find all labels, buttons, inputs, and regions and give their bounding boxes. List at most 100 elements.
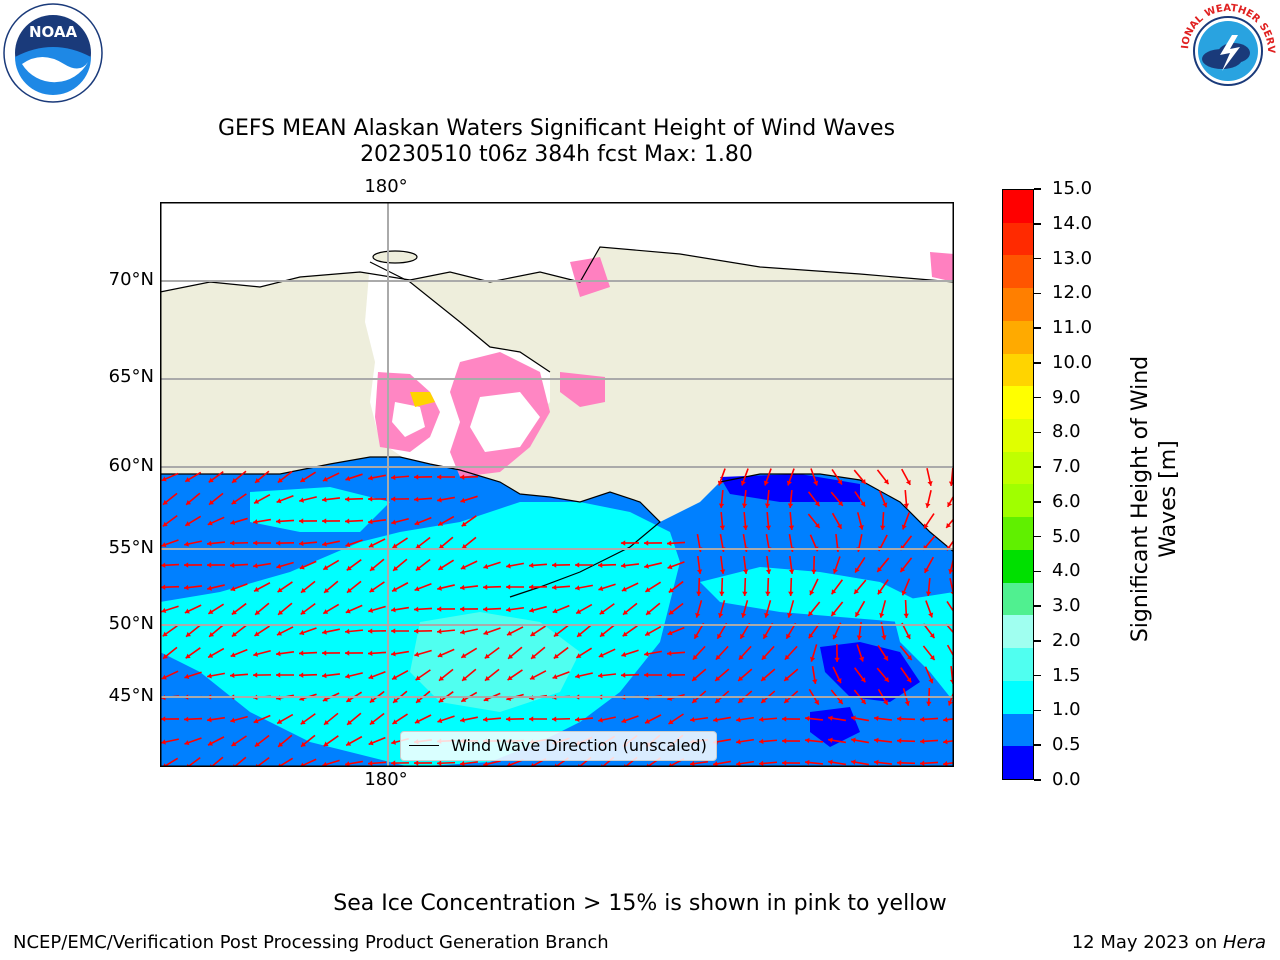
wind-arrow-head xyxy=(437,474,442,480)
wind-arrow-head xyxy=(300,477,306,482)
wind-arrow-head xyxy=(460,629,465,635)
wind-arrow-head xyxy=(207,717,212,723)
wind-arrow-head xyxy=(553,653,559,659)
wind-arrow-head xyxy=(299,564,305,570)
wind-arrow-head xyxy=(529,607,535,613)
wind-arrow-head xyxy=(414,651,420,657)
wind-arrow-head xyxy=(713,761,718,767)
wind-arrow-head xyxy=(667,540,672,546)
wind-arrow-head xyxy=(230,652,236,658)
wind-arrow-head xyxy=(715,676,721,681)
wind-arrow-head xyxy=(715,654,721,660)
wind-arrow-head xyxy=(370,565,376,571)
wind-arrow-head xyxy=(506,630,512,636)
wind-arrow-head xyxy=(345,650,350,656)
wind-arrow-head xyxy=(460,474,465,480)
wind-arrow-head xyxy=(837,699,843,704)
colorbar-band xyxy=(1003,549,1033,583)
wind-arrow-head xyxy=(414,760,419,766)
wind-arrow-head xyxy=(644,718,650,724)
wind-arrow-head xyxy=(414,718,420,724)
wind-arrow-head xyxy=(254,741,260,747)
wave-region-1p5-2 xyxy=(410,612,580,712)
wind-arrow-head xyxy=(860,699,866,705)
wind-arrow-head xyxy=(906,677,912,683)
graticule xyxy=(160,202,954,767)
colorbar-tick-label: 13.0 xyxy=(1052,247,1093,269)
wind-arrow-head xyxy=(598,562,603,568)
wind-arrow-head xyxy=(162,631,168,637)
colorbar-tick-mark xyxy=(1034,605,1041,607)
colorbar xyxy=(1002,189,1034,780)
wind-arrow-head xyxy=(391,496,396,502)
wind-arrow-head xyxy=(903,613,909,618)
wind-arrow-head xyxy=(207,585,212,591)
colorbar-title-line-2: Waves [m] xyxy=(1156,440,1181,558)
wind-arrow-head xyxy=(742,591,748,596)
wind-arrow-head xyxy=(900,567,906,573)
wind-arrow-head xyxy=(345,608,351,614)
wind-arrow-head xyxy=(439,544,445,549)
wind-arrow-head xyxy=(929,655,935,661)
lon-label-top: 180° xyxy=(364,176,408,197)
wind-arrow-head xyxy=(763,480,769,486)
lat-label-60: 60°N xyxy=(108,455,154,476)
wind-arrow-head xyxy=(207,740,213,746)
wind-arrow-head xyxy=(255,478,261,483)
wind-arrow-head xyxy=(925,591,932,596)
colorbar-tick-label: 15.0 xyxy=(1052,178,1093,199)
wind-arrow-head xyxy=(484,675,490,681)
wind-arrow-head xyxy=(322,672,327,679)
wind-arrow-head xyxy=(903,503,910,508)
wind-arrow-head xyxy=(854,588,859,594)
wind-arrow-head xyxy=(391,519,397,525)
colorbar-band xyxy=(1003,353,1033,387)
wind-arrow-head xyxy=(929,633,935,639)
wind-arrow-head xyxy=(300,587,306,593)
wind-arrow-head xyxy=(529,584,534,590)
wind-arrow-head xyxy=(621,562,626,569)
wind-arrow-head xyxy=(346,565,352,571)
wind-arrow-head xyxy=(506,563,511,569)
wind-arrow-head xyxy=(943,739,948,745)
colorbar-tick-label: 3.0 xyxy=(1052,595,1081,617)
wind-arrow-head xyxy=(905,479,911,485)
wind-arrow-head xyxy=(575,562,580,568)
wind-arrow-head xyxy=(253,563,258,569)
wind-arrow-head xyxy=(253,540,258,546)
wind-arrow-head xyxy=(877,566,883,572)
wind-arrow-head xyxy=(837,523,842,529)
colorbar-tick-mark xyxy=(1034,709,1041,712)
wind-arrow-head xyxy=(414,586,420,592)
wind-arrow-head xyxy=(254,586,260,592)
wind-arrow-head xyxy=(812,679,818,684)
wind-arrow-head xyxy=(531,653,537,659)
wind-arrow-head xyxy=(230,586,236,592)
wind-arrow-head xyxy=(905,634,911,640)
wind-arrow-head xyxy=(946,522,952,528)
wind-arrow-head xyxy=(300,741,306,747)
colorbar-tick-mark xyxy=(1034,396,1041,399)
wind-arrow-head xyxy=(860,478,866,484)
wind-arrow-head xyxy=(694,633,699,639)
wind-arrow-head xyxy=(161,739,166,745)
wind-arrow-head xyxy=(788,569,795,574)
wind-arrow-head xyxy=(692,676,698,681)
wind-arrow-head xyxy=(740,633,745,639)
wind-arrow-head xyxy=(414,606,419,612)
wind-arrow-head xyxy=(530,674,536,680)
wind-arrow-head xyxy=(437,497,442,503)
wind-arrow-head xyxy=(738,698,744,703)
wind-arrow-shaft xyxy=(945,623,954,635)
wind-arrow-head xyxy=(759,738,764,745)
wind-arrow-head xyxy=(391,651,396,657)
colorbar-band xyxy=(1003,190,1033,223)
wind-arrow-head xyxy=(814,523,820,529)
wind-arrow-head xyxy=(692,698,698,703)
wind-arrow-head xyxy=(323,565,329,570)
wind-arrow-head xyxy=(831,589,837,595)
colorbar-band xyxy=(1003,320,1033,354)
wind-arrow-head xyxy=(437,585,442,591)
wind-arrow-head xyxy=(668,719,674,724)
wind-arrow-head xyxy=(368,674,374,680)
